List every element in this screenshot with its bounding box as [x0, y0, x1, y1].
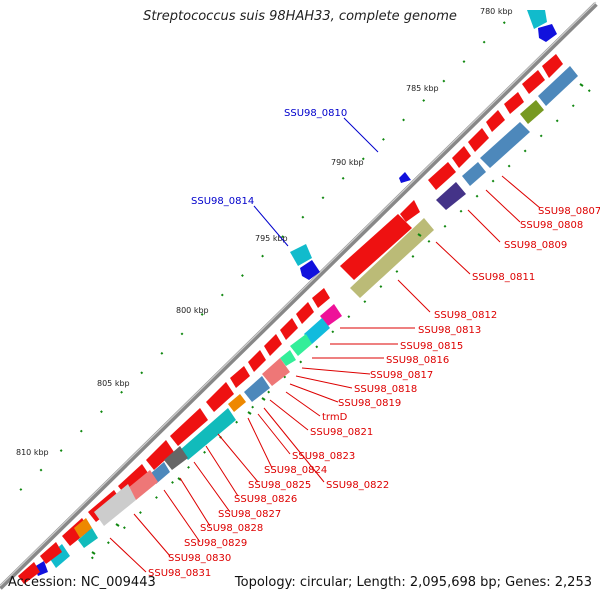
teal-gene	[290, 244, 312, 266]
orange-domain	[228, 394, 246, 412]
olive-domain	[520, 100, 544, 124]
gene-label: SSU98_0816	[386, 355, 449, 366]
red-leaders	[109, 175, 541, 573]
tick-label: 785 kbp	[406, 84, 439, 93]
gene-label: SSU98_0821	[310, 427, 373, 438]
gene-label: SSU98_0812	[434, 310, 497, 321]
tick-label: 805 kbp	[97, 379, 130, 388]
gene-label: SSU98_0824	[264, 465, 327, 476]
gene-label: SSU98_0826	[234, 494, 297, 505]
blue-gene	[300, 260, 320, 280]
gene-label: SSU98_0829	[184, 538, 247, 549]
gene-label: SSU98_0827	[218, 509, 281, 520]
teal-gene	[527, 10, 547, 29]
gray-domain	[164, 446, 188, 470]
tick-labels: 780 kbp 785 kbp 790 kbp 795 kbp 800 kbp …	[16, 7, 513, 457]
gene-label: SSU98_0830	[168, 553, 231, 564]
genome-backbone	[0, 2, 598, 590]
teal-domain	[180, 408, 236, 460]
pink-domain	[128, 470, 158, 500]
steel-domain	[244, 376, 270, 402]
gene-label: SSU98_0825	[248, 480, 311, 491]
scale-dotted-line	[9, 21, 506, 501]
tick-label: 800 kbp	[176, 306, 209, 315]
tick-label: 780 kbp	[480, 7, 513, 16]
domain-bars	[74, 66, 578, 548]
magenta-domain	[320, 304, 342, 326]
tick-label: 810 kbp	[16, 448, 49, 457]
blue-gene	[538, 24, 557, 42]
blue-gene-labels: SSU98_0810 SSU98_0814	[191, 108, 347, 207]
gene-label: SSU98_0822	[326, 480, 389, 491]
gene-label: SSU98_0817	[370, 370, 433, 381]
steel-domain	[462, 162, 486, 186]
gene-label: SSU98_0811	[472, 272, 535, 283]
genome-title: Streptococcus suis 98HAH33, complete gen…	[143, 9, 457, 24]
tick-label: 790 kbp	[331, 158, 364, 167]
steel-domain	[538, 66, 578, 106]
silver-domain	[94, 484, 136, 526]
gene-label: SSU98_0808	[520, 220, 583, 231]
red-gene-labels: SSU98_0807 SSU98_0808 SSU98_0809 SSU98_0…	[148, 206, 600, 579]
olive-domain	[350, 218, 434, 298]
outer-genes	[34, 10, 557, 576]
gene-label: SSU98_0813	[418, 325, 481, 336]
green-domain	[280, 350, 296, 366]
blue-gene	[399, 172, 411, 183]
steel-domain	[480, 122, 530, 168]
gene-label: SSU98_0823	[292, 451, 355, 462]
genome-backbone-highlight	[0, 1, 597, 587]
gene-label: SSU98_0809	[504, 240, 567, 251]
footer-bar: Accession: NC_009443 Topology: circular;…	[0, 572, 600, 594]
gene-label: SSU98_0831	[148, 568, 211, 579]
gene-label: SSU98_0828	[200, 523, 263, 534]
gene-label: SSU98_0814	[191, 196, 254, 207]
gene-label: SSU98_0818	[354, 384, 417, 395]
orange-domain	[74, 518, 92, 538]
teal-gene	[48, 544, 70, 568]
navy-domain	[436, 182, 466, 210]
gene-label: SSU98_0807	[538, 206, 600, 217]
blue-leaders	[253, 117, 379, 247]
gene-label: SSU98_0819	[338, 398, 401, 409]
pink-domain	[262, 358, 290, 386]
feature-ticks	[91, 83, 584, 555]
accession-text: Accession: NC_009443	[8, 575, 156, 590]
tick-label: 795 kbp	[255, 234, 288, 243]
gene-label: trmD	[322, 412, 348, 423]
teal-domain	[78, 528, 98, 548]
teal-domain	[304, 318, 330, 344]
gene-label: SSU98_0815	[400, 341, 463, 352]
gene-label: SSU98_0810	[284, 108, 347, 119]
genome-summary-text: Topology: circular; Length: 2,095,698 bp…	[234, 575, 592, 590]
green-domain	[290, 334, 312, 356]
